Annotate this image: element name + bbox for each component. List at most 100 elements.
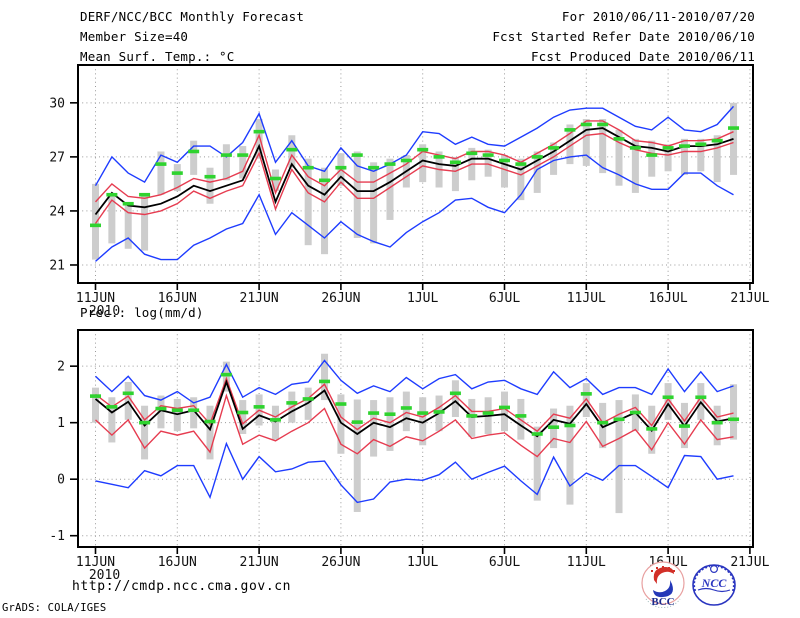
svg-text:16JUN: 16JUN bbox=[158, 291, 197, 306]
climatology-spread-bar bbox=[599, 402, 607, 449]
observation-marker bbox=[139, 192, 151, 197]
observation-marker bbox=[319, 178, 331, 183]
precipitation-chart-title: Prec.: log(mm/d) bbox=[80, 305, 204, 320]
climatology-spread-bar bbox=[533, 151, 541, 193]
observation-marker bbox=[237, 410, 249, 415]
climatology-spread-bar bbox=[484, 149, 492, 177]
observation-marker bbox=[171, 408, 183, 413]
climatology-spread-bar bbox=[517, 158, 525, 201]
climatology-spread-bar bbox=[321, 167, 329, 255]
svg-text:30: 30 bbox=[49, 96, 65, 111]
ncc-logo-label: NCC bbox=[701, 576, 728, 590]
observation-marker bbox=[695, 395, 707, 400]
climatology-spread-bar bbox=[550, 142, 558, 175]
climatology-spread-bar bbox=[664, 383, 672, 420]
observation-marker bbox=[613, 137, 625, 141]
climatology-spread-bar bbox=[321, 353, 329, 401]
observation-marker bbox=[433, 410, 445, 414]
ensemble-lower-quartile-line bbox=[94, 132, 734, 224]
climatology-spread-bar bbox=[615, 400, 623, 514]
observation-marker bbox=[302, 165, 314, 170]
climatology-spread-bar bbox=[108, 397, 116, 443]
svg-text:2: 2 bbox=[57, 360, 65, 375]
observation-marker bbox=[286, 147, 298, 152]
observation-marker bbox=[122, 391, 134, 396]
page-title: DERF/NCC/BCC Monthly Forecast bbox=[80, 9, 305, 24]
source-url: http://cmdp.ncc.cma.gov.cn bbox=[72, 579, 292, 594]
climatology-spread-bar bbox=[190, 397, 198, 429]
climatology-spread-bar bbox=[533, 426, 541, 501]
ensemble-upper-quartile-line bbox=[95, 376, 734, 433]
observation-marker bbox=[400, 158, 412, 163]
bcc-logo-blue-swirl bbox=[653, 580, 673, 598]
ncc-logo-wave bbox=[697, 587, 731, 593]
climatology-spread-bar bbox=[92, 387, 99, 423]
observation-marker bbox=[335, 165, 347, 170]
climatology-spread-bar bbox=[664, 144, 672, 172]
observation-marker bbox=[368, 165, 380, 170]
observation-marker bbox=[499, 158, 510, 163]
observation-marker bbox=[597, 420, 609, 425]
observation-marker bbox=[188, 408, 200, 413]
climatology-spread-bar bbox=[141, 405, 149, 460]
svg-text:11JUL: 11JUL bbox=[567, 555, 606, 570]
observation-marker bbox=[613, 417, 625, 422]
observation-marker bbox=[204, 419, 216, 424]
svg-text:21JUL: 21JUL bbox=[730, 291, 769, 306]
observation-marker bbox=[253, 129, 265, 134]
climatology-spread-bar bbox=[631, 138, 639, 193]
ensemble-upper-quartile-line bbox=[94, 120, 734, 203]
observation-marker bbox=[237, 153, 249, 157]
observation-marker bbox=[449, 160, 461, 165]
climatology-spread-bar bbox=[255, 119, 263, 159]
climatology-spread-bar bbox=[501, 391, 508, 432]
svg-text:21JUL: 21JUL bbox=[730, 555, 769, 570]
observation-marker bbox=[155, 406, 167, 411]
observation-marker bbox=[515, 162, 527, 166]
climatology-spread-bar bbox=[419, 397, 427, 446]
observation-marker bbox=[351, 153, 363, 157]
fcst-produced-label: Fcst Produced Date 2010/06/11 bbox=[530, 49, 755, 64]
valid-range-label: For 2010/06/11-2010/07/20 bbox=[561, 9, 755, 24]
bcc-logo-red-swirl bbox=[653, 567, 674, 584]
observation-marker bbox=[531, 432, 543, 436]
svg-text:26JUN: 26JUN bbox=[321, 291, 360, 306]
temperature-chart-frame bbox=[77, 64, 754, 284]
observation-marker bbox=[384, 162, 396, 166]
observation-marker bbox=[417, 147, 429, 152]
member-size-label: Member Size=40 bbox=[80, 29, 189, 44]
observation-marker bbox=[466, 151, 478, 156]
climatology-spread-bar bbox=[353, 151, 361, 238]
observation-marker bbox=[433, 155, 445, 159]
climatology-spread-bar bbox=[730, 102, 738, 175]
temperature-chart: 30 27 24 21 11JUN 16JUN 21JUN 26JUN 1JUL 6JUL 11JU… bbox=[49, 64, 770, 319]
observation-marker bbox=[597, 122, 609, 127]
observation-marker bbox=[646, 427, 658, 431]
svg-text:2010: 2010 bbox=[89, 568, 120, 583]
ensemble-min-line bbox=[95, 154, 734, 262]
ncc-logo: NCC bbox=[692, 564, 736, 606]
climatology-spread-bar bbox=[124, 203, 132, 249]
svg-text:1JUL: 1JUL bbox=[407, 291, 438, 306]
fcst-started-label: Fcst Started Refer Date 2010/06/10 bbox=[492, 29, 755, 44]
observation-marker bbox=[253, 405, 265, 409]
climatology-spread-bar bbox=[239, 146, 247, 179]
climatology-spread-bar bbox=[222, 144, 230, 181]
svg-text:26JUN: 26JUN bbox=[321, 555, 360, 570]
climatology-spread-bar bbox=[386, 158, 394, 220]
svg-text:11JUN: 11JUN bbox=[76, 555, 115, 570]
svg-text:-1: -1 bbox=[49, 529, 65, 544]
ncc-logo-left-laurel bbox=[692, 564, 711, 592]
observation-marker bbox=[662, 395, 674, 400]
climatology-spread-bar bbox=[697, 138, 705, 172]
ensemble-max-line bbox=[95, 359, 734, 404]
observation-marker bbox=[662, 146, 674, 150]
observation-marker bbox=[319, 379, 331, 384]
climatology-spread-bar bbox=[648, 140, 656, 177]
climatology-spread-bar bbox=[386, 397, 394, 451]
observation-marker bbox=[678, 144, 690, 148]
bcc-logo-top-characters bbox=[651, 566, 675, 572]
climatology-spread-bar bbox=[288, 135, 296, 168]
observation-marker bbox=[155, 162, 167, 166]
